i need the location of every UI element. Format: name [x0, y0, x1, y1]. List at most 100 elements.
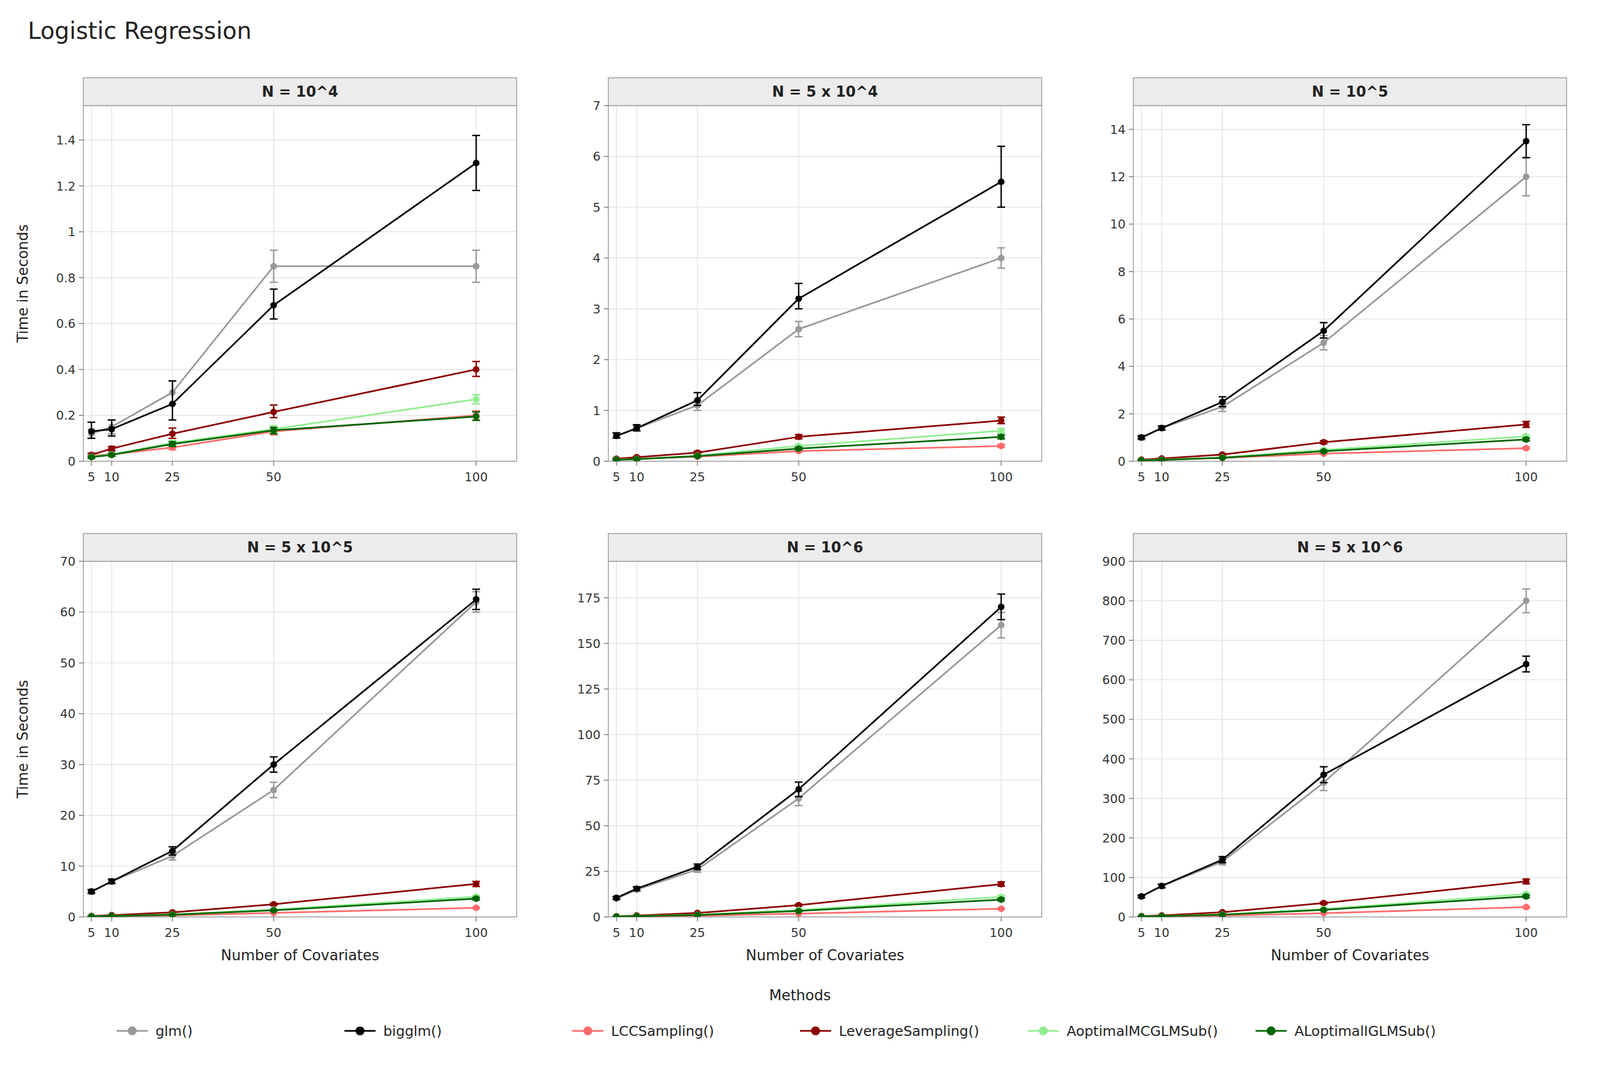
grid-line-x: [475, 561, 477, 917]
tick-label-x: 25: [164, 470, 180, 484]
tick-label-x: 50: [1316, 470, 1332, 484]
error-bar: [997, 247, 1005, 269]
tick-label-y: 300: [1102, 791, 1126, 806]
error-bar: [1522, 656, 1530, 672]
series-line: [91, 416, 477, 457]
point-marker: [795, 785, 803, 793]
tick-label-y: 30: [60, 757, 76, 772]
point-marker: [613, 894, 620, 902]
tick-label-y: 600: [1102, 672, 1126, 687]
error-bar: [168, 427, 177, 439]
panel-title: N = 10^6: [786, 538, 864, 556]
tick-label-x: 25: [1214, 470, 1230, 484]
tick-y: [603, 688, 609, 690]
point-marker: [693, 453, 701, 460]
grid-line-x: [91, 105, 93, 462]
series-line: [91, 399, 477, 457]
tick-y: [603, 460, 609, 462]
point-marker: [1320, 438, 1328, 446]
point-marker: [693, 396, 701, 404]
point-marker: [108, 451, 115, 458]
point-marker: [1320, 327, 1328, 334]
point-marker: [108, 451, 115, 458]
tick-y: [78, 713, 84, 715]
background: [0, 0, 1600, 1067]
grid-line-y: [608, 642, 1042, 644]
legend-label: LeverageSampling(): [838, 1022, 979, 1039]
tick-label-y: 50: [60, 656, 76, 670]
point-marker: [168, 400, 176, 408]
plot-frame: [83, 105, 517, 462]
error-bar: [270, 782, 278, 798]
tick-label-y: 6: [592, 149, 601, 164]
tick-label-y: 400: [1102, 752, 1126, 767]
tick-y: [78, 662, 84, 664]
point-marker: [472, 262, 480, 270]
point-marker: [108, 877, 115, 885]
panel: 024681012145102550100N = 10^5: [1110, 77, 1567, 484]
error-bar: [472, 394, 480, 404]
point-marker: [168, 430, 176, 437]
tick-y: [603, 825, 609, 827]
grid-line-y: [1133, 318, 1567, 320]
grid-line-y: [1133, 876, 1567, 878]
point-marker: [633, 912, 640, 917]
tick-x: [1525, 461, 1527, 466]
grid-line-x: [172, 561, 174, 917]
point-marker: [693, 911, 701, 917]
series-line: [1141, 896, 1527, 917]
tick-x: [1222, 461, 1224, 466]
error-bar: [795, 781, 803, 797]
tick-y: [1128, 679, 1134, 681]
grid-line-y: [1133, 797, 1567, 799]
point-marker: [613, 456, 620, 462]
data-area: [87, 588, 481, 917]
point-marker: [1158, 424, 1165, 432]
tick-y: [1128, 128, 1134, 130]
panel-title: N = 5 x 10^6: [1297, 538, 1404, 556]
grid-line-x: [1141, 105, 1143, 462]
point-marker: [1158, 424, 1165, 432]
tick-x: [172, 916, 174, 922]
tick-y: [1128, 797, 1134, 799]
error-bar: [472, 588, 480, 610]
error-bar: [693, 392, 702, 406]
tick-y: [1128, 176, 1134, 178]
point-marker: [997, 905, 1005, 912]
tick-label-y: 800: [1102, 593, 1126, 608]
tick-y: [603, 733, 609, 735]
point-marker: [1218, 856, 1226, 863]
legend-label: LCCSampling(): [611, 1022, 714, 1039]
tick-label-y: 3: [592, 302, 601, 317]
tick-label-y: 200: [1102, 831, 1126, 845]
grid-line-x: [636, 561, 638, 917]
error-bar: [1522, 124, 1530, 158]
point-marker: [693, 452, 701, 460]
grid-line-y: [83, 611, 517, 613]
point-marker: [270, 262, 278, 270]
tick-label-y: 0: [67, 454, 76, 469]
point-marker: [633, 912, 640, 917]
tick-y: [603, 156, 609, 158]
tick-label-x: 50: [266, 925, 282, 940]
error-bar: [1320, 766, 1328, 783]
tick-y: [1128, 460, 1134, 462]
tick-label-y: 1: [67, 225, 76, 239]
tick-x: [1000, 461, 1002, 466]
legend-marker: [1038, 1026, 1048, 1035]
grid-line-x: [273, 561, 275, 917]
series-line: [1141, 141, 1527, 438]
error-bar: [472, 250, 480, 283]
panel-title: N = 5 x 10^5: [247, 538, 354, 556]
error-bar: [472, 361, 480, 377]
series-line: [616, 899, 1002, 917]
point-marker: [88, 887, 95, 895]
error-bar: [997, 146, 1005, 208]
legend-marker: [583, 1026, 593, 1035]
grid-line-y: [608, 825, 1042, 827]
point-marker: [1522, 173, 1530, 180]
grid-line-y: [608, 257, 1042, 259]
panel: 00.20.40.60.811.21.45102550100N = 10^4Ti…: [14, 77, 517, 484]
error-bar: [270, 756, 278, 772]
tick-label-y: 1.4: [56, 133, 76, 148]
